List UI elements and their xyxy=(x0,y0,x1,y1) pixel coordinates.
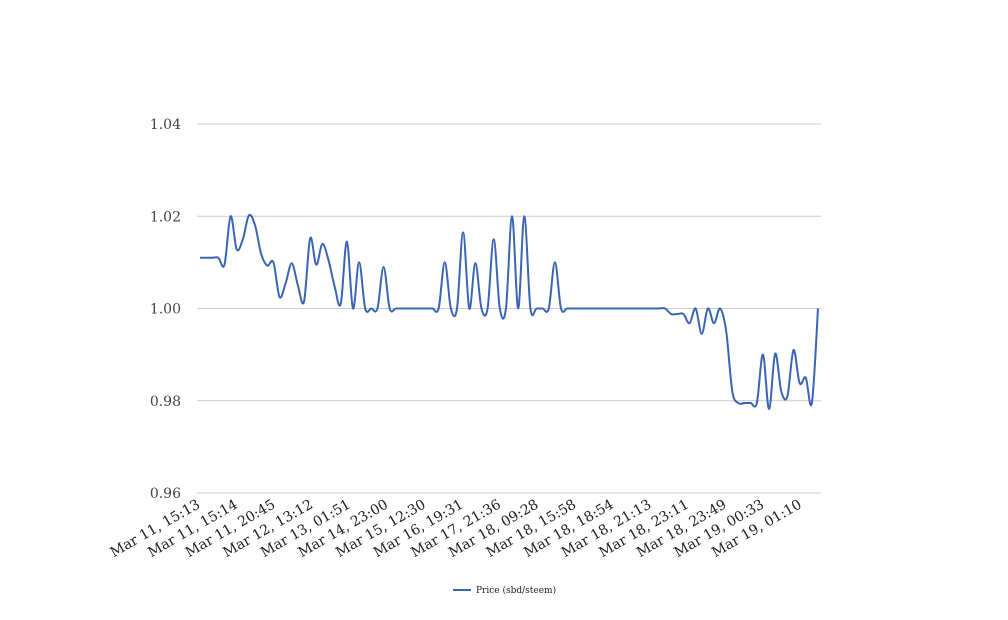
gridlines xyxy=(197,123,821,494)
legend: Price (sbd/steem) xyxy=(453,585,556,596)
y-axis-tick-labels: 1.04 1.02 1.00 0.98 0.96 xyxy=(150,117,181,502)
y-tick-label: 0.98 xyxy=(150,394,181,410)
y-tick-label: 1.00 xyxy=(150,302,181,318)
y-tick-label: 1.04 xyxy=(150,117,181,133)
series-line-price xyxy=(199,213,819,411)
series-layer xyxy=(199,213,819,411)
y-tick-label: 0.96 xyxy=(150,486,181,502)
y-tick-label: 1.02 xyxy=(150,209,181,225)
legend-label: Price (sbd/steem) xyxy=(476,585,556,596)
